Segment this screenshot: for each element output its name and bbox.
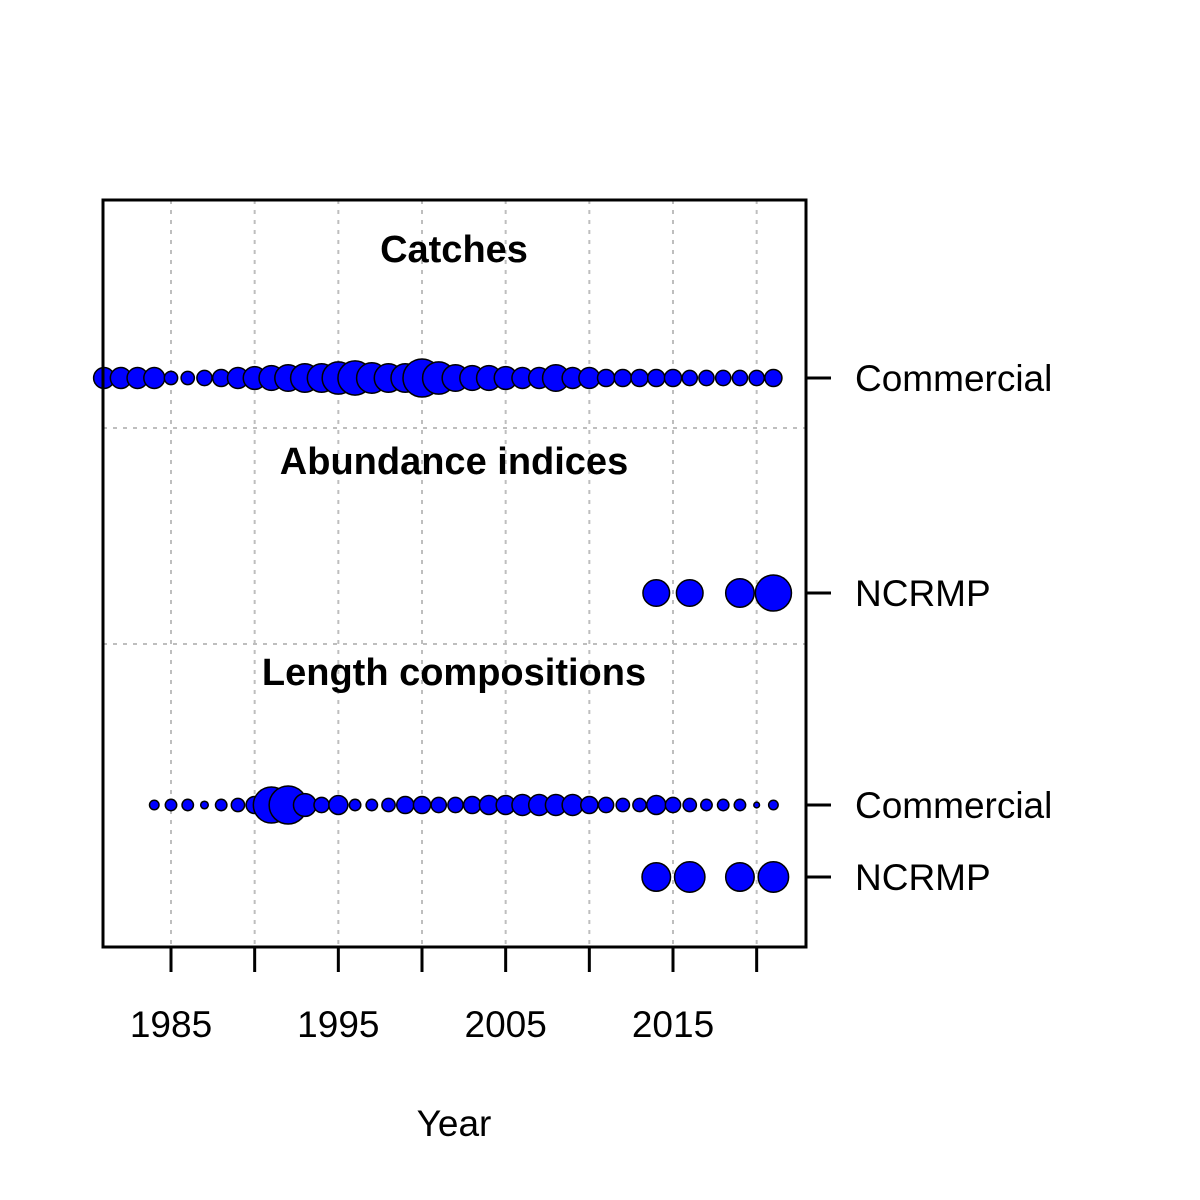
data-point <box>673 861 706 893</box>
data-point <box>381 797 396 813</box>
data-point <box>700 798 713 812</box>
data-point <box>597 796 615 814</box>
x-tick-label: 2015 <box>632 1004 714 1045</box>
data-point <box>613 368 633 388</box>
data-point <box>148 799 160 811</box>
data-point <box>180 370 196 386</box>
data-point <box>757 861 790 893</box>
plot-frame <box>101 198 808 949</box>
data-point <box>698 369 715 387</box>
data-point <box>681 369 699 387</box>
data-point <box>646 368 666 388</box>
row-label: NCRMP <box>855 573 991 614</box>
right-axis: Commercial NCRMP Commercial NCRMP <box>806 358 1052 898</box>
data-point <box>596 368 616 388</box>
data-point <box>561 793 584 817</box>
section-title: Catches <box>380 229 528 271</box>
data-point <box>615 797 631 813</box>
data-point <box>642 578 671 608</box>
data-point <box>754 574 793 612</box>
data-point <box>181 798 195 812</box>
section-titles: Catches Abundance indices Length compositi… <box>262 229 646 694</box>
data-point <box>328 794 349 816</box>
section-title: Abundance indices <box>280 441 628 483</box>
data-point <box>292 792 318 818</box>
data-point <box>748 369 766 387</box>
data-point <box>753 801 761 809</box>
data-point <box>716 798 730 812</box>
data-point <box>578 366 601 390</box>
data-point <box>412 795 432 815</box>
data-point <box>733 798 747 812</box>
data-point <box>663 368 683 388</box>
data-point <box>143 366 166 390</box>
row-label: Commercial <box>855 785 1052 826</box>
data-point <box>348 798 362 812</box>
x-tick-label: 2005 <box>465 1004 547 1045</box>
data-point <box>764 368 783 388</box>
data-point <box>163 370 179 386</box>
row-label: Commercial <box>855 358 1052 399</box>
data-point <box>641 862 672 892</box>
data-point <box>230 797 246 813</box>
x-axis-label: Year <box>417 1103 492 1144</box>
data-point <box>731 369 749 387</box>
data-point <box>682 797 698 813</box>
data-point <box>196 369 213 387</box>
data-point <box>365 798 379 812</box>
data-point <box>724 862 755 892</box>
data-point <box>395 795 415 815</box>
data-point <box>767 799 779 811</box>
data-point <box>430 796 448 814</box>
data-point <box>164 798 178 812</box>
data-point <box>675 578 704 608</box>
data-point <box>632 797 647 813</box>
data-point <box>214 798 228 812</box>
grid-lines <box>103 200 806 947</box>
data-point <box>199 800 210 810</box>
x-tick-label: 1995 <box>297 1004 379 1045</box>
data-point <box>447 796 464 814</box>
data-point <box>714 369 732 387</box>
data-point <box>664 796 682 814</box>
data-point <box>630 368 649 388</box>
x-tick-label: 1985 <box>130 1004 212 1045</box>
data-point <box>313 796 330 814</box>
data-point <box>580 795 599 815</box>
data-point <box>462 795 482 815</box>
data-points <box>92 358 793 893</box>
row-label: NCRMP <box>855 857 991 898</box>
x-axis: 1985 1995 2005 2015 <box>130 947 759 1045</box>
section-title: Length compositions <box>262 652 646 694</box>
data-point <box>646 794 667 816</box>
data-point <box>724 578 755 608</box>
